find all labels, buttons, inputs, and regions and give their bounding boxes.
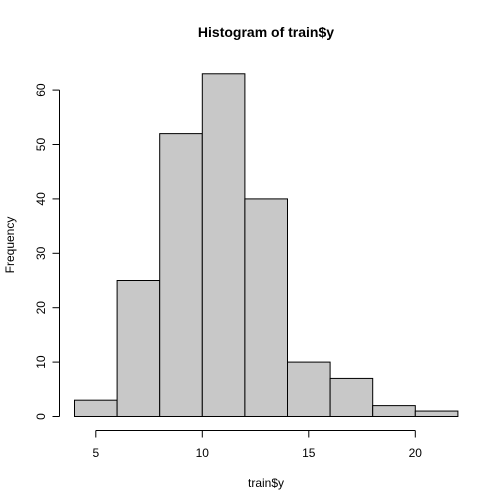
- y-axis: 0 10 20 30 40 50 60: [34, 83, 60, 420]
- histogram-bar-1: [116, 280, 161, 417]
- x-axis: 5 10 15 20: [92, 430, 423, 460]
- histogram-bar-6: [329, 377, 374, 418]
- histogram-bar-7: [372, 405, 416, 417]
- x-axis-label: train$y: [248, 476, 284, 490]
- histogram-bar-0: [74, 399, 118, 417]
- chart-title: Histogram of train$y: [198, 24, 334, 40]
- y-tick-label-0: 0: [34, 413, 48, 420]
- histogram-bar-5: [287, 361, 331, 418]
- y-tick-label-40: 40: [34, 192, 48, 206]
- x-tick-label-10: 10: [196, 446, 210, 460]
- y-tick-label-30: 30: [34, 246, 48, 260]
- histogram-bar-4: [244, 198, 288, 417]
- x-tick-label-5: 5: [92, 446, 99, 460]
- y-tick-label-50: 50: [34, 138, 48, 152]
- y-axis-label: Frequency: [3, 217, 17, 274]
- histogram-bar-2: [159, 133, 203, 417]
- histogram-bar-8: [414, 410, 459, 417]
- x-tick-label-15: 15: [302, 446, 316, 460]
- y-tick-label-60: 60: [34, 83, 48, 97]
- histogram-bar-3: [201, 73, 246, 417]
- x-tick-label-20: 20: [409, 446, 423, 460]
- y-tick-label-10: 10: [34, 355, 48, 369]
- bars-group: [74, 73, 459, 418]
- y-tick-label-20: 20: [34, 301, 48, 315]
